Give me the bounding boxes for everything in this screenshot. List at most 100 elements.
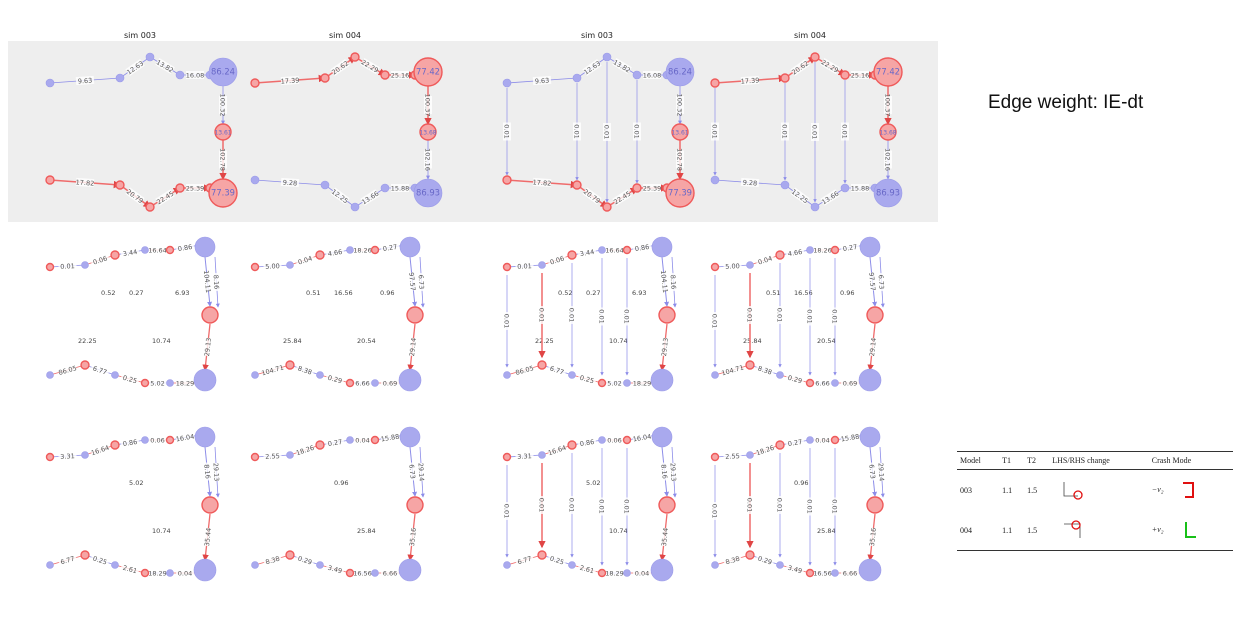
node-low-3 <box>805 378 815 388</box>
edge-up-4-label: 0.86 <box>177 243 193 253</box>
node-up-3 <box>346 436 354 444</box>
edge-hub-down: 29.13 <box>202 323 213 372</box>
edge-lower-1: 12.25 <box>324 184 356 208</box>
edge-low-4-label: 18.29 <box>176 380 195 388</box>
node-up-1 <box>81 451 89 459</box>
edge-lower-vertical-label: 102.78 <box>676 148 684 171</box>
edge-low-0: 8.38 <box>714 553 751 567</box>
node-hub-lower <box>193 368 217 392</box>
edge-hub-up2: 29.13 <box>211 446 222 498</box>
node-mid: 13.61 <box>214 123 232 141</box>
edge-up-2-label: 0.27 <box>787 438 803 448</box>
edge-low-0-label: 104.71 <box>261 364 285 378</box>
edge-up-1-label: 0.04 <box>297 254 313 266</box>
node-up-1 <box>538 261 546 269</box>
edge-hub-up2: 8.16 <box>669 256 679 308</box>
edge-cross-1-label: 0.01 <box>538 498 546 512</box>
edge-hub-up2: 6.73 <box>877 256 887 308</box>
node-low-0 <box>503 371 511 379</box>
node-low-2 <box>111 561 119 569</box>
edge-cross-2-label: 0.01 <box>568 308 576 322</box>
node-up-2 <box>315 440 325 450</box>
edge-low-4-label: 6.66 <box>843 570 857 578</box>
crash-mode-green-icon <box>1184 522 1196 538</box>
edge-up-0: 2.55 <box>714 451 751 461</box>
node-upper-3 <box>840 70 850 80</box>
edge-low-4-label: 18.29 <box>633 380 652 388</box>
node-upper-2 <box>350 52 360 62</box>
extra-label: 20.54 <box>357 337 376 345</box>
edge-upper-vertical-label: 100.37 <box>884 94 892 117</box>
edge-hub-up: 6.73 <box>407 446 418 497</box>
edge-low-2-label: 2.61 <box>122 564 138 575</box>
node-up-0 <box>45 452 55 462</box>
edge-up-3-label: 16.64 <box>605 247 624 255</box>
edge-up-3-label: 18.26 <box>813 247 832 255</box>
node-hub-lower <box>650 558 674 582</box>
edge-hub-up2-label: 8.16 <box>669 275 678 290</box>
edge-lower-0-label: 17.82 <box>75 178 94 187</box>
edge-hub-down: 35.44 <box>659 513 670 562</box>
edge-hub-down-label: 29.13 <box>203 337 213 356</box>
edge-upper-3-label: 25.16 <box>391 72 410 80</box>
node-hub-upper <box>859 426 881 448</box>
edge-low-1-label: 0.29 <box>757 554 773 566</box>
cell-change <box>1049 470 1149 511</box>
node-low-1 <box>285 360 295 370</box>
edge-cross-0-label: 0.01 <box>711 314 719 328</box>
extra-label: 5.02 <box>129 479 143 487</box>
node-low-1 <box>80 550 90 560</box>
edge-lower-3: 25.39 <box>180 184 212 193</box>
edge-up-0-label: 2.55 <box>725 452 740 461</box>
edge-lower-1: 12.25 <box>784 184 816 208</box>
node-upper-2 <box>602 52 612 62</box>
node-lower-big: 86.93 <box>413 178 443 208</box>
edge-up-0-label: 2.55 <box>265 452 280 461</box>
edge-cross-3: 0.01 <box>598 448 606 566</box>
node-low-4 <box>371 569 379 577</box>
edge-cross-4-label: 0.01 <box>831 499 839 513</box>
edge-low-1-label: 0.29 <box>297 554 313 566</box>
edge-low-1: 6.77 <box>84 363 116 377</box>
table-header-row: Model T1 T2 LHS/RHS change Crash Mode <box>957 451 1233 470</box>
node-lower-2 <box>350 202 360 212</box>
edge-low-3-label: 16.56 <box>813 570 832 578</box>
node-upper-big: 86.24 <box>665 57 695 87</box>
edge-cross-1: 0.01 <box>538 273 546 359</box>
node-lower-1 <box>572 180 582 190</box>
node-lower-big: 86.93 <box>873 178 903 208</box>
edge-upper-vertical: 100.32 <box>219 86 227 125</box>
edge-upper-vertical: 100.32 <box>676 86 684 125</box>
node-mid: 13.61 <box>671 123 689 141</box>
edge-lower-0: 9.28 <box>714 177 786 188</box>
edge-cross-1: 0.01 <box>573 83 581 181</box>
edge-up-0: 0.01 <box>506 261 543 271</box>
edge-up-0-label: 3.31 <box>60 452 75 461</box>
node-up-0 <box>45 262 55 272</box>
edge-hub-up-label: 6.73 <box>867 464 876 479</box>
edge-up-2-label: 3.44 <box>579 248 595 258</box>
extra-label: 10.74 <box>609 527 628 535</box>
node-upper-1 <box>572 73 582 83</box>
edge-hub-up: 8.16 <box>202 446 213 497</box>
table-row: 004 1.1 1.5 +v₂ <box>957 510 1233 551</box>
node-up-4 <box>370 245 380 255</box>
edge-up-2-label: 4.66 <box>327 248 343 258</box>
edge-lower-vertical-label: 102.16 <box>884 148 892 171</box>
node-up-1 <box>746 261 754 269</box>
graph-bot-sim004-left: 2.55 18.26 0.27 0.04 15.88 6.73 29.14 35.16 8.38… <box>250 426 427 582</box>
edge-low-2-label: 3.49 <box>787 564 803 575</box>
edge-low-2-label: 0.25 <box>122 374 138 385</box>
edge-hub-up2-label: 29.13 <box>668 463 677 482</box>
edge-cross-2: 0.01 <box>776 263 784 368</box>
edge-lower-vertical: 102.16 <box>424 140 432 180</box>
th-crash: Crash Mode <box>1148 451 1233 470</box>
node-low-3 <box>345 568 355 578</box>
th-t2: T2 <box>1024 451 1050 470</box>
node-low-3 <box>805 568 815 578</box>
edge-upper-3: 25.16 <box>845 71 877 80</box>
edge-low-2-label: 0.29 <box>787 374 803 385</box>
lhs-change-icon <box>1063 482 1083 500</box>
edge-low-0-label: 86.05 <box>58 364 78 377</box>
edge-hub-up2-label: 29.14 <box>416 463 425 482</box>
